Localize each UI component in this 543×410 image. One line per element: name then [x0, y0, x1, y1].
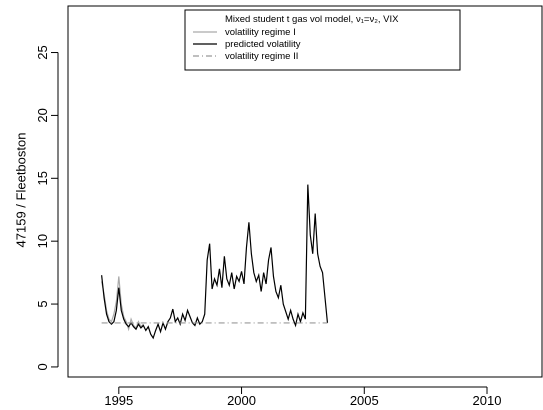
- series-line: [101, 276, 144, 332]
- plot-box: [67, 5, 543, 378]
- y-tick-label: 15: [35, 171, 50, 185]
- y-axis-label: 47159 / Fleetboston: [13, 133, 28, 248]
- series-line: [101, 184, 329, 340]
- y-tick-label: 20: [35, 108, 50, 122]
- legend-title: Mixed student t gas vol model, ν₁=ν₂, VI…: [225, 14, 399, 25]
- x-tick-label: 1995: [104, 393, 133, 408]
- legend: Mixed student t gas vol model, ν₁=ν₂, VI…: [184, 9, 461, 71]
- x-tick-label: 2000: [227, 393, 256, 408]
- y-tick-label: 0: [35, 363, 50, 370]
- legend-label: volatility regime II: [225, 51, 298, 62]
- legend-label: volatility regime I: [225, 27, 296, 38]
- y-tick-label: 10: [35, 234, 50, 248]
- y-tick-label: 25: [35, 45, 50, 59]
- x-tick-label: 2005: [350, 393, 379, 408]
- legend-box: [184, 9, 461, 71]
- x-tick-label: 2010: [473, 393, 502, 408]
- legend-label: predicted volatility: [225, 39, 301, 50]
- y-tick-label: 5: [35, 300, 50, 307]
